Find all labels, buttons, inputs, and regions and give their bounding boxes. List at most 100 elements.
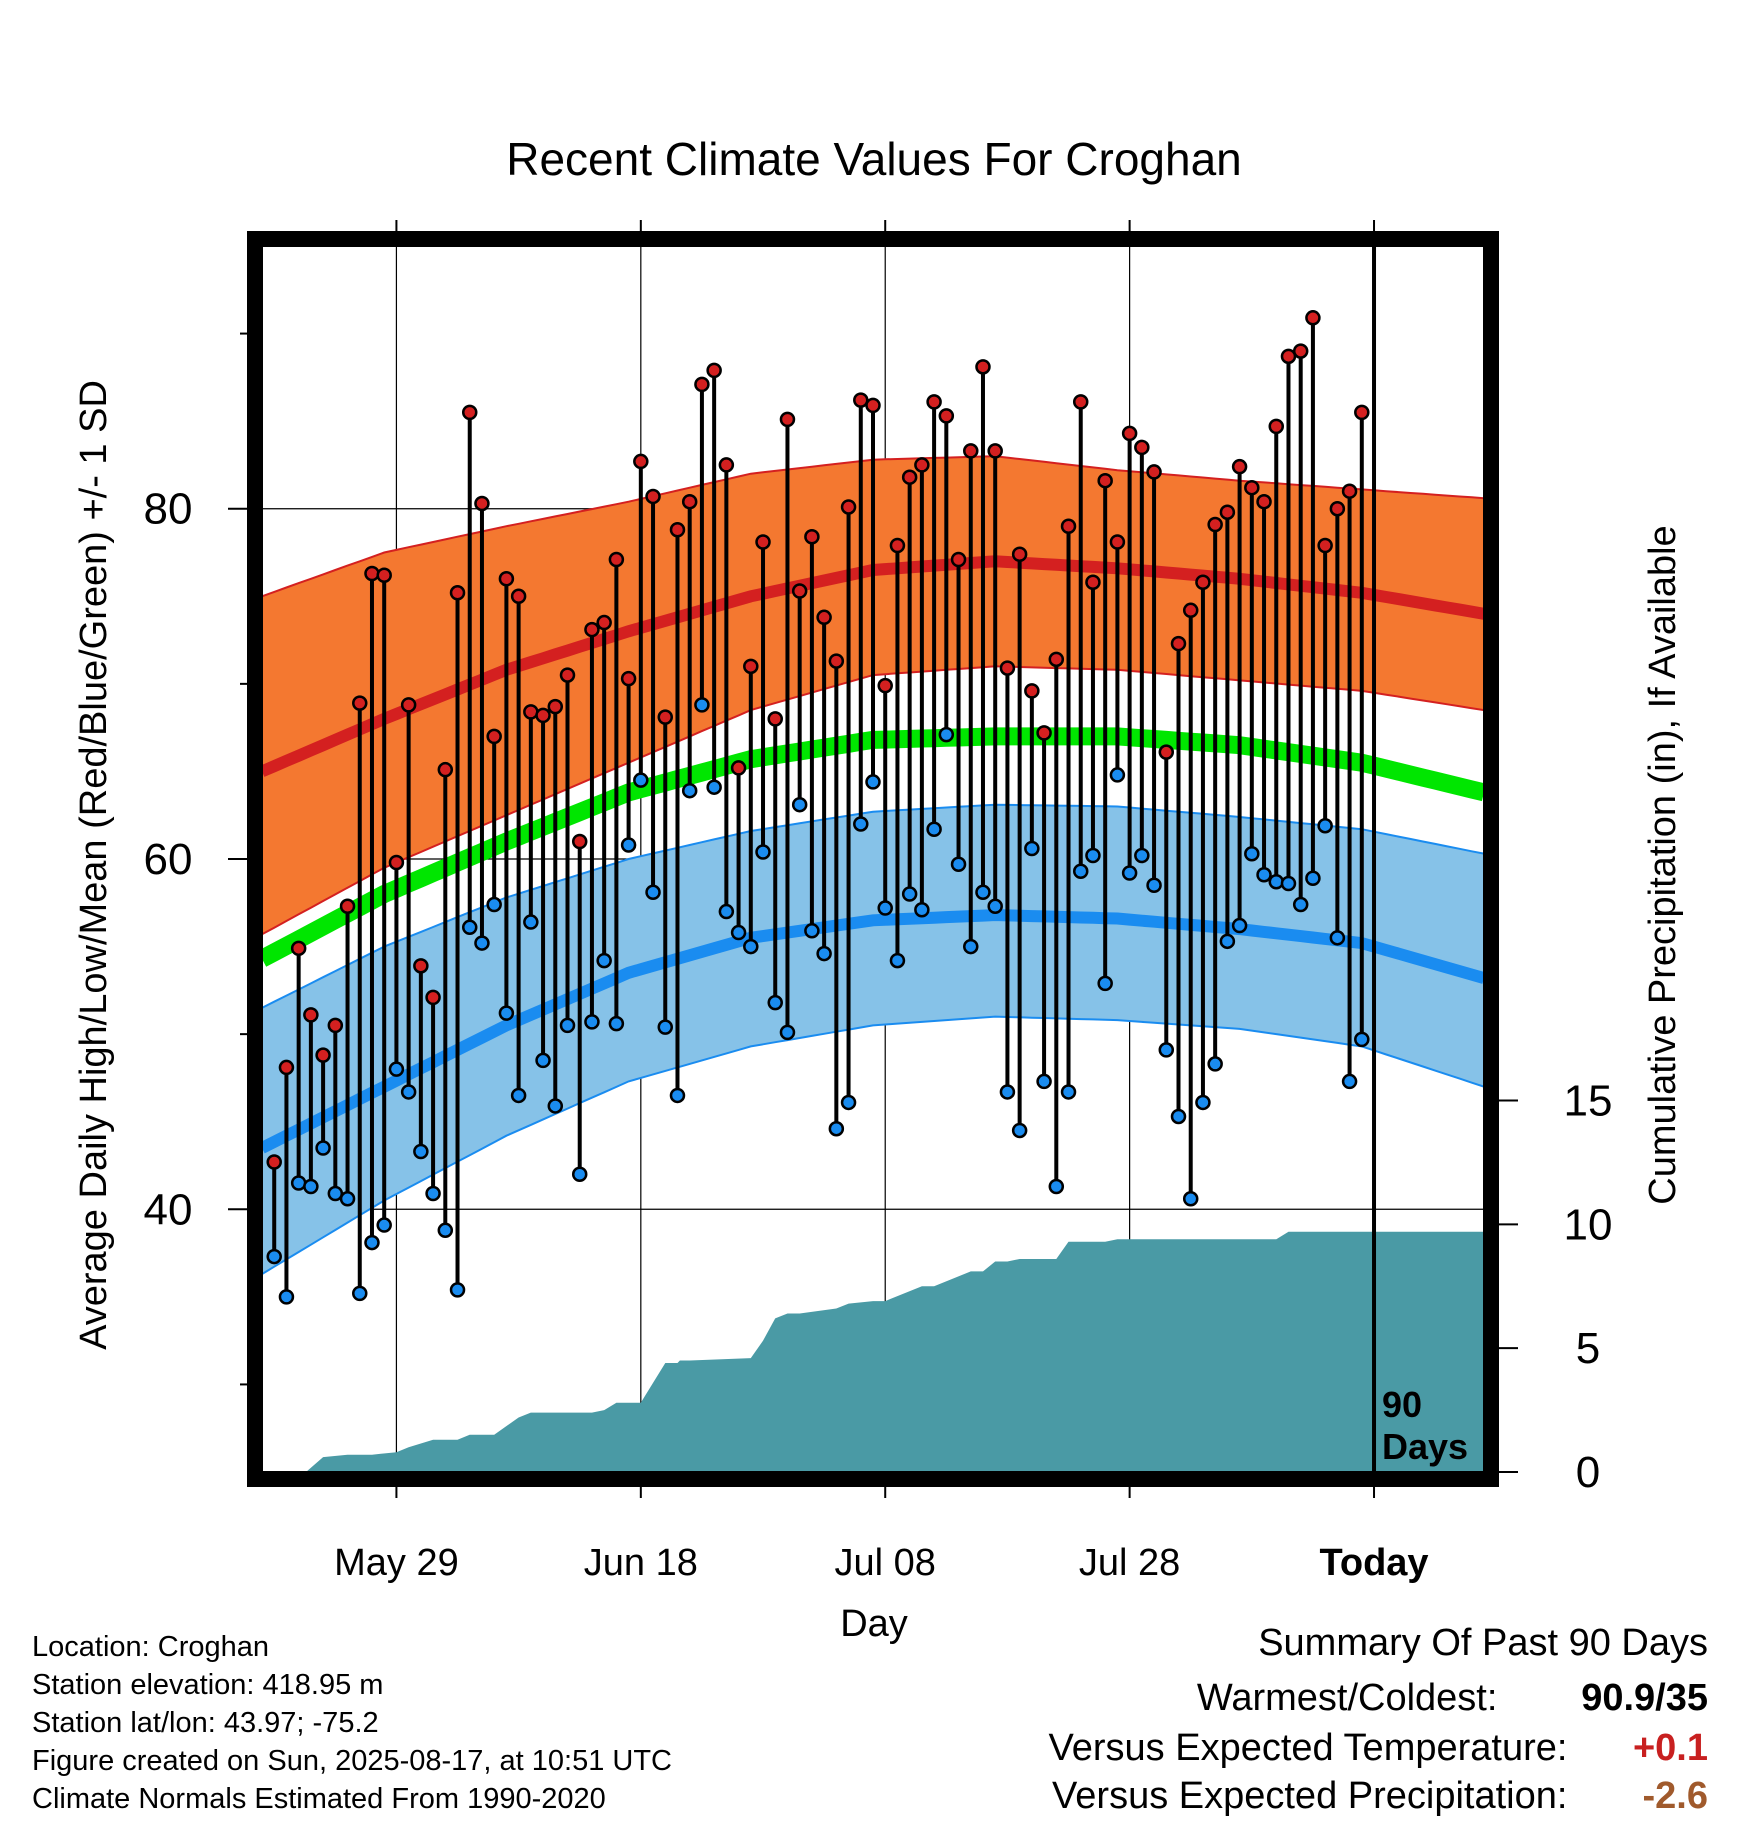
- daily-low-point: [926, 821, 942, 837]
- daily-high-point: [791, 583, 808, 599]
- daily-high-point: [303, 1007, 319, 1023]
- daily-high-point: [889, 537, 906, 554]
- daily-high-point: [535, 707, 551, 724]
- daily-low-point: [486, 896, 502, 913]
- daily-high-point: [1256, 493, 1272, 510]
- daily-low-point: [1134, 847, 1150, 864]
- daily-low-point: [1109, 767, 1126, 783]
- daily-high-point: [1317, 537, 1333, 554]
- daily-low-point: [1182, 1191, 1199, 1207]
- daily-high-point: [498, 571, 515, 587]
- daily-low-point: [327, 1185, 344, 1202]
- daily-high-point: [364, 565, 380, 582]
- daily-low-point: [559, 1017, 576, 1034]
- daily-low-point: [791, 796, 808, 813]
- daily-high-point: [681, 493, 698, 510]
- daily-low-point: [975, 884, 991, 901]
- daily-low-point: [352, 1285, 368, 1302]
- daily-high-point: [584, 621, 600, 638]
- daily-high-point: [730, 760, 747, 776]
- daily-low-point: [914, 902, 930, 918]
- daily-low-point: [449, 1282, 466, 1298]
- daily-high-point: [963, 443, 979, 459]
- daily-low-point: [1317, 817, 1333, 834]
- daily-high-point: [1146, 464, 1162, 480]
- daily-low-point: [1268, 874, 1285, 890]
- daily-low-point: [437, 1222, 454, 1239]
- x-tick-label: May 29: [334, 1542, 459, 1584]
- daily-high-point: [694, 376, 710, 393]
- daily-low-point: [657, 1019, 674, 1035]
- daily-low-point: [1121, 865, 1138, 881]
- daily-low-point: [889, 952, 906, 969]
- daily-high-point: [1060, 518, 1077, 534]
- daily-low-point: [950, 856, 967, 873]
- daily-high-point: [1109, 534, 1126, 550]
- daily-low-point: [1024, 840, 1040, 857]
- daily-low-point: [620, 837, 637, 853]
- daily-low-point: [388, 1061, 405, 1077]
- footer-elevation: Station elevation: 418.95 m: [32, 1669, 384, 1701]
- summary-precip: Versus Expected Precipitation: -2.6: [1052, 1775, 1708, 1818]
- daily-high-point: [1207, 516, 1223, 533]
- daily-high-point: [999, 660, 1016, 676]
- daily-low-point: [901, 886, 918, 902]
- daily-high-point: [779, 411, 796, 428]
- daily-low-point: [596, 952, 612, 969]
- daily-low-point: [1280, 875, 1297, 892]
- daily-low-point: [547, 1098, 564, 1114]
- x-axis-label: Day: [840, 1603, 908, 1645]
- daily-high-point: [1134, 439, 1150, 456]
- y-axis-label-left: Average Daily High/Low/Mean (Red/Blue/Gr…: [73, 380, 115, 1350]
- daily-high-point: [645, 488, 661, 505]
- daily-high-point: [486, 728, 502, 745]
- daily-low-point: [694, 697, 710, 713]
- daily-high-point: [400, 697, 417, 713]
- daily-low-point: [804, 923, 820, 939]
- daily-low-point: [364, 1234, 380, 1251]
- daily-high-point: [266, 1154, 282, 1170]
- daily-low-point: [1085, 847, 1101, 864]
- daily-high-point: [633, 453, 649, 470]
- daily-low-point: [853, 816, 869, 832]
- daily-low-point: [987, 898, 1003, 915]
- daily-low-point: [413, 1143, 429, 1160]
- today-marker-label: 90 Days: [1382, 1384, 1468, 1467]
- daily-high-point: [914, 457, 930, 473]
- y-right-tick-label: 10: [1564, 1200, 1613, 1249]
- daily-low-point: [963, 938, 979, 955]
- summary-warm-cold-value: 90.9/35: [1581, 1677, 1708, 1719]
- daily-high-point: [840, 499, 857, 515]
- daily-low-point: [1072, 863, 1089, 880]
- y-axis-label-right: Cumulative Precipitation (in), If Availa…: [1642, 525, 1684, 1204]
- daily-high-point: [706, 362, 722, 379]
- summary-temp-value: +0.1: [1632, 1727, 1708, 1769]
- footer-location: Location: Croghan: [32, 1631, 269, 1663]
- daily-low-point: [425, 1185, 441, 1202]
- footer-info: Location: Croghan Station elevation: 418…: [32, 1628, 672, 1818]
- daily-low-point: [1244, 845, 1260, 862]
- daily-low-point: [816, 945, 832, 962]
- daily-high-point: [950, 551, 967, 568]
- daily-low-point: [339, 1191, 356, 1207]
- daily-high-point: [449, 585, 466, 601]
- daily-low-point: [1305, 870, 1321, 887]
- chart-title: Recent Climate Values For Croghan: [506, 133, 1241, 185]
- daily-low-point: [584, 1014, 600, 1030]
- daily-high-point: [1158, 744, 1175, 760]
- daily-high-point: [804, 528, 820, 545]
- summary-temp-label: Versus Expected Temperature:: [1048, 1727, 1568, 1769]
- daily-high-point: [1354, 404, 1370, 421]
- daily-high-point: [1292, 343, 1309, 359]
- daily-high-point: [1329, 500, 1346, 517]
- daily-high-point: [975, 359, 991, 375]
- daily-high-point: [877, 677, 893, 694]
- daily-low-point: [1158, 1042, 1175, 1058]
- daily-high-point: [461, 404, 478, 421]
- daily-low-point: [645, 884, 661, 901]
- daily-high-point: [1072, 394, 1089, 410]
- x-tick-label: Today: [1319, 1542, 1428, 1584]
- daily-high-point: [510, 588, 527, 605]
- daily-low-point: [474, 935, 490, 951]
- daily-high-point: [1219, 504, 1236, 520]
